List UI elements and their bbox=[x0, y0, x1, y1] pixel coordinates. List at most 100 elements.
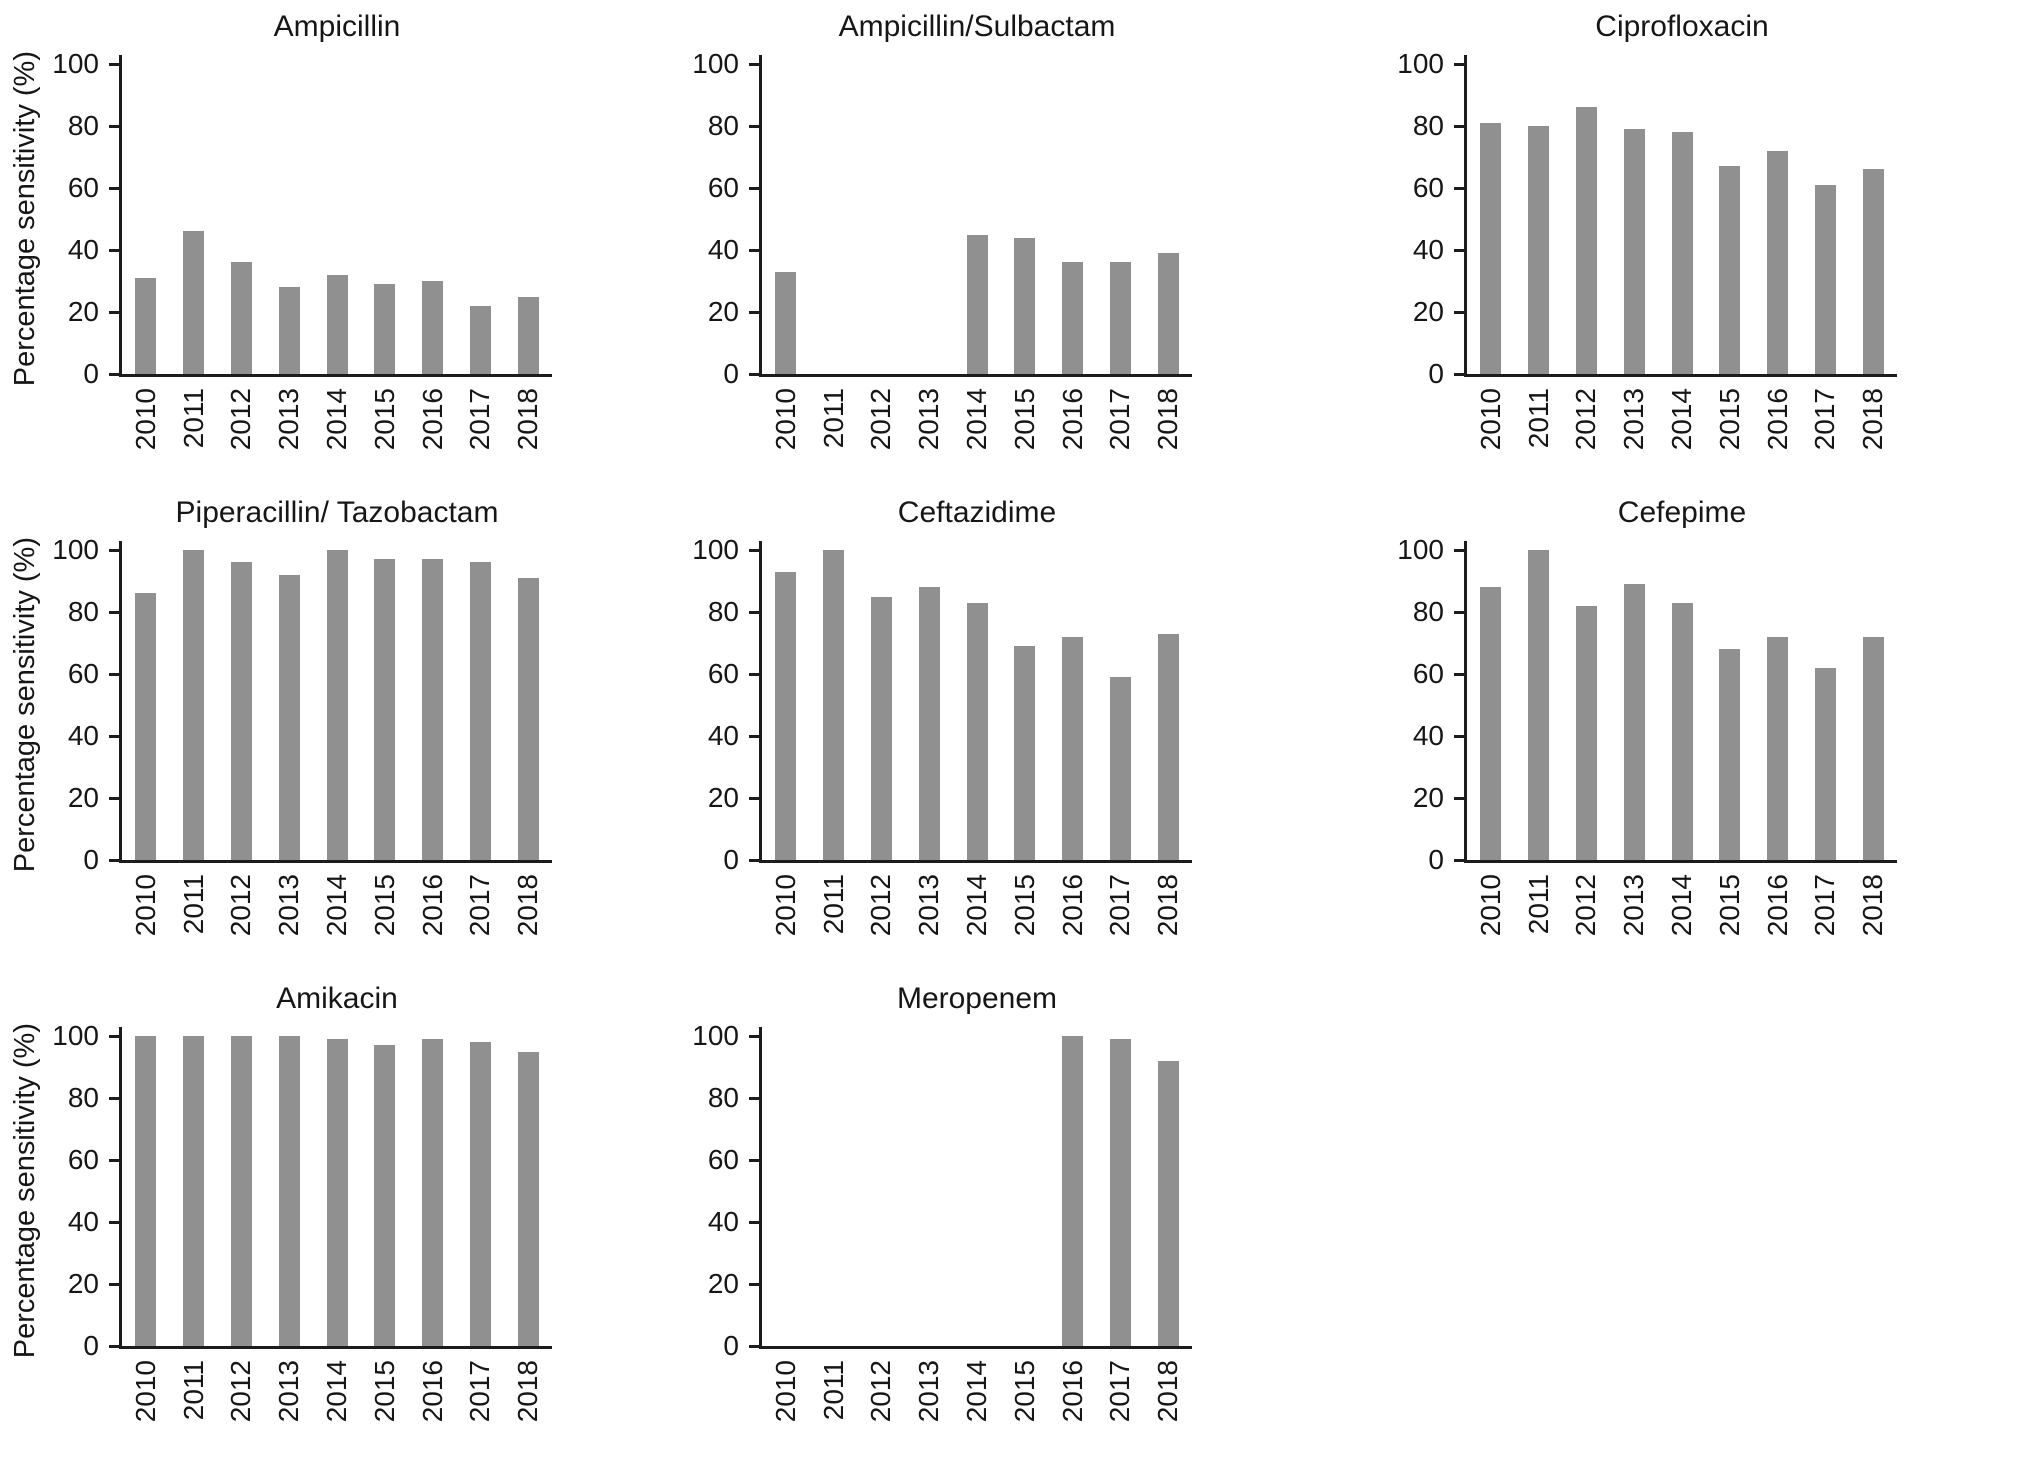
x-tick-label-box: 2014 bbox=[957, 388, 997, 478]
y-tick-label: 100 bbox=[52, 534, 99, 565]
x-tick-label-box: 2013 bbox=[269, 388, 309, 478]
y-axis-label: Percentage sensitivity (%) bbox=[8, 51, 41, 387]
y-tick bbox=[1454, 734, 1464, 738]
y-tick bbox=[749, 1344, 759, 1348]
y-tick-label: 40 bbox=[1412, 720, 1444, 751]
y-tick-label: 40 bbox=[67, 720, 99, 751]
x-tick-label-box: 2015 bbox=[1005, 874, 1045, 964]
x-axis bbox=[759, 1346, 1192, 1349]
x-tick-label-box: 2014 bbox=[317, 874, 357, 964]
x-tick-label-box: 2016 bbox=[413, 874, 453, 964]
x-tick-label: 2013 bbox=[273, 1360, 305, 1423]
x-tick-label: 2016 bbox=[1056, 1360, 1088, 1423]
x-tick-label-box: 2011 bbox=[1519, 874, 1559, 964]
bar-2017 bbox=[1109, 262, 1131, 374]
y-tick-label: 0 bbox=[723, 1330, 739, 1361]
bar-2010 bbox=[775, 571, 797, 860]
x-tick-label-box: 2014 bbox=[1662, 388, 1702, 478]
y-tick-label: 100 bbox=[1397, 534, 1444, 565]
bar-2015 bbox=[1014, 646, 1036, 860]
bar-2010 bbox=[135, 1036, 157, 1346]
y-tick bbox=[109, 1158, 119, 1162]
x-tick-label: 2010 bbox=[1474, 388, 1506, 451]
chart-title: Ceftazidime bbox=[897, 496, 1057, 529]
chart-ampicillin-sulbactam: Ampicillin/Sulbactam 100 80 60 40 20 0 2010 2011… bbox=[640, 0, 1317, 486]
y-tick-label: 80 bbox=[67, 596, 99, 627]
y-tick-label: 100 bbox=[1397, 48, 1444, 79]
y-tick-label: 40 bbox=[707, 234, 739, 265]
x-tick-label: 2013 bbox=[1618, 874, 1650, 937]
x-tick-label: 2017 bbox=[1809, 388, 1841, 451]
x-tick-label: 2012 bbox=[865, 874, 897, 937]
x-tick-label-box: 2015 bbox=[365, 874, 405, 964]
x-tick-label-box: 2018 bbox=[1853, 388, 1893, 478]
x-tick-label: 2012 bbox=[1570, 388, 1602, 451]
y-tick bbox=[749, 1158, 759, 1162]
x-tick-label-box: 2015 bbox=[365, 388, 405, 478]
bar-2017 bbox=[1109, 1039, 1131, 1346]
y-tick-label: 20 bbox=[707, 296, 739, 327]
x-tick-label-box: 2012 bbox=[861, 1360, 901, 1450]
y-tick-label: 80 bbox=[67, 110, 99, 141]
y-tick-label: 40 bbox=[707, 720, 739, 751]
y-axis bbox=[759, 55, 762, 377]
bar-2013 bbox=[278, 287, 300, 374]
y-axis bbox=[119, 541, 122, 863]
x-tick-label-box: 2017 bbox=[460, 874, 500, 964]
chart-title: Amikacin bbox=[276, 982, 398, 1015]
y-tick bbox=[749, 372, 759, 376]
y-tick bbox=[109, 548, 119, 552]
x-tick-label-box: 2017 bbox=[1100, 874, 1140, 964]
y-tick-label: 60 bbox=[67, 658, 99, 689]
y-tick bbox=[749, 1034, 759, 1038]
y-tick-label: 60 bbox=[707, 1144, 739, 1175]
bar-2015 bbox=[1719, 649, 1741, 860]
y-tick bbox=[749, 1096, 759, 1100]
x-tick-label-box: 2010 bbox=[126, 874, 166, 964]
bar-2014 bbox=[1671, 132, 1693, 374]
x-tick-label-box: 2018 bbox=[1853, 874, 1893, 964]
bar-2016 bbox=[422, 281, 444, 374]
y-tick-label: 100 bbox=[692, 48, 739, 79]
x-tick-label: 2018 bbox=[1152, 1360, 1184, 1423]
y-tick bbox=[1454, 796, 1464, 800]
x-tick-label: 2011 bbox=[1522, 388, 1554, 449]
bar-2015 bbox=[374, 559, 396, 860]
y-tick bbox=[1454, 248, 1464, 252]
y-tick bbox=[749, 1220, 759, 1224]
x-tick-label-box: 2015 bbox=[365, 1360, 405, 1450]
x-tick-label-box: 2010 bbox=[766, 1360, 806, 1450]
x-axis bbox=[119, 860, 552, 863]
bar-2014 bbox=[1671, 602, 1693, 860]
bar-2011 bbox=[183, 1036, 205, 1346]
x-tick-label: 2012 bbox=[225, 874, 257, 937]
y-tick bbox=[109, 672, 119, 676]
x-tick-label: 2017 bbox=[1104, 874, 1136, 937]
bar-2015 bbox=[1719, 166, 1741, 374]
x-tick-label-box: 2013 bbox=[1614, 874, 1654, 964]
x-tick-label-box: 2010 bbox=[126, 1360, 166, 1450]
y-tick-label: 40 bbox=[1412, 234, 1444, 265]
chart-title: Piperacillin/ Tazobactam bbox=[175, 496, 499, 529]
bar-2011 bbox=[823, 550, 845, 860]
y-tick bbox=[109, 248, 119, 252]
bar-2015 bbox=[374, 284, 396, 374]
x-tick-label: 2010 bbox=[769, 874, 801, 937]
y-tick-label: 40 bbox=[67, 234, 99, 265]
y-tick bbox=[109, 858, 119, 862]
y-tick-label: 60 bbox=[1412, 172, 1444, 203]
y-tick-label: 100 bbox=[692, 534, 739, 565]
x-tick-label: 2011 bbox=[817, 1360, 849, 1421]
x-tick-label: 2013 bbox=[273, 874, 305, 937]
x-tick-label-box: 2018 bbox=[508, 874, 548, 964]
chart-title: Meropenem bbox=[896, 982, 1058, 1015]
bar-2017 bbox=[469, 562, 491, 860]
y-tick bbox=[1454, 548, 1464, 552]
x-tick-label: 2013 bbox=[273, 388, 305, 451]
bar-2017 bbox=[469, 305, 491, 374]
y-tick-label: 80 bbox=[1412, 596, 1444, 627]
x-tick-label: 2015 bbox=[1008, 1360, 1040, 1423]
x-tick-label-box: 2013 bbox=[269, 874, 309, 964]
y-tick bbox=[109, 796, 119, 800]
